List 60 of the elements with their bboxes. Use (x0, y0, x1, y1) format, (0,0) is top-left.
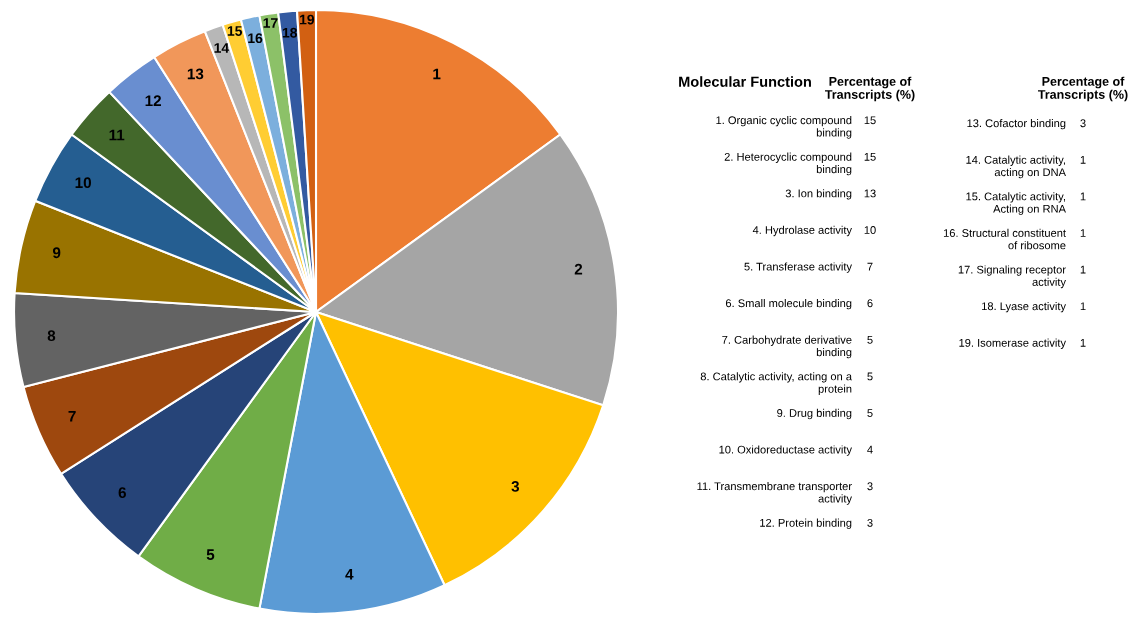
data-label: 3 (867, 482, 873, 491)
data-label: 5 (867, 409, 873, 417)
slice-label: 12 (145, 95, 162, 106)
slice-label: 10 (75, 177, 91, 189)
category-label: 6. Small molecule binding (725, 299, 852, 310)
data-label: 7 (867, 262, 873, 271)
slice-label: 7 (68, 410, 76, 422)
data-label: 6 (867, 299, 873, 308)
category-label: 12. Protein binding (760, 518, 852, 529)
data-label: 1 (1080, 339, 1086, 347)
slice-label: 11 (109, 129, 125, 141)
category-label: 5. Transferase activity (744, 262, 852, 273)
category-label: 17. Signaling receptor activity (958, 265, 1066, 289)
category-label: 11. Transmembrane transporter activity (697, 482, 852, 505)
data-label: 1 (1080, 229, 1086, 237)
category-label: 3. Ion binding (785, 189, 852, 200)
data-label: 1 (1080, 156, 1086, 164)
slice-label: 5 (206, 549, 215, 560)
category-label: 7. Carbohydrate derivative binding (722, 335, 852, 359)
data-label: 15 (864, 116, 876, 125)
slice-label: 17 (263, 18, 278, 28)
category-label: 9. Drug binding (777, 408, 852, 420)
slice-label: 19 (300, 14, 315, 25)
data-label: 5 (867, 372, 873, 381)
category-label: 1. Organic cyclic compound binding (716, 116, 852, 139)
category-label: 14. Catalytic activity, acting on DNA (966, 155, 1066, 179)
category-label: 8. Catalytic activity, acting on a protein (700, 372, 853, 395)
slice-label: 4 (345, 569, 354, 580)
slice-label: 18 (282, 27, 298, 38)
category-label: 19. Isomerase activity (959, 338, 1066, 349)
slice-label: 6 (118, 487, 126, 499)
category-label: 16. Structural constituent of ribosome (943, 228, 1066, 250)
data-label: 5 (867, 336, 873, 344)
data-label: 3 (867, 518, 873, 527)
category-label: 4. Hydrolase activity (752, 225, 852, 237)
text: Percentage of Transcripts (%) (1037, 76, 1128, 102)
data-label: 4 (867, 445, 873, 454)
category-label: 13. Cofactor binding (967, 119, 1066, 130)
data-label: 3 (1080, 119, 1086, 128)
slice-label: 13 (187, 68, 204, 80)
slice-label: 9 (52, 247, 61, 259)
data-label: 1 (1080, 192, 1086, 201)
category-label: 2. Heterocyclic compound binding (724, 152, 852, 176)
slice-label: 16 (248, 33, 263, 44)
data-label: 1 (1080, 302, 1086, 311)
category-label: 10. Oxidoreductase activity (719, 445, 852, 456)
text: Percentage of Transcripts (%) (824, 76, 915, 102)
slice-label: 2 (574, 263, 583, 275)
data-label: 15 (864, 153, 876, 161)
data-label: 10 (864, 226, 876, 234)
data-label: 1 (1080, 265, 1086, 274)
slice-label: 3 (511, 481, 520, 492)
category-label: 15. Catalytic activity, Acting on RNA (966, 192, 1066, 215)
slice-label: 15 (227, 26, 243, 36)
slice-label: 14 (214, 43, 230, 53)
category-label: 18. Lyase activity (982, 302, 1066, 313)
data-label: 13 (864, 189, 876, 198)
slice-label: 8 (47, 330, 56, 342)
text: Molecular Function (679, 76, 811, 87)
slice-label: 1 (433, 68, 441, 80)
